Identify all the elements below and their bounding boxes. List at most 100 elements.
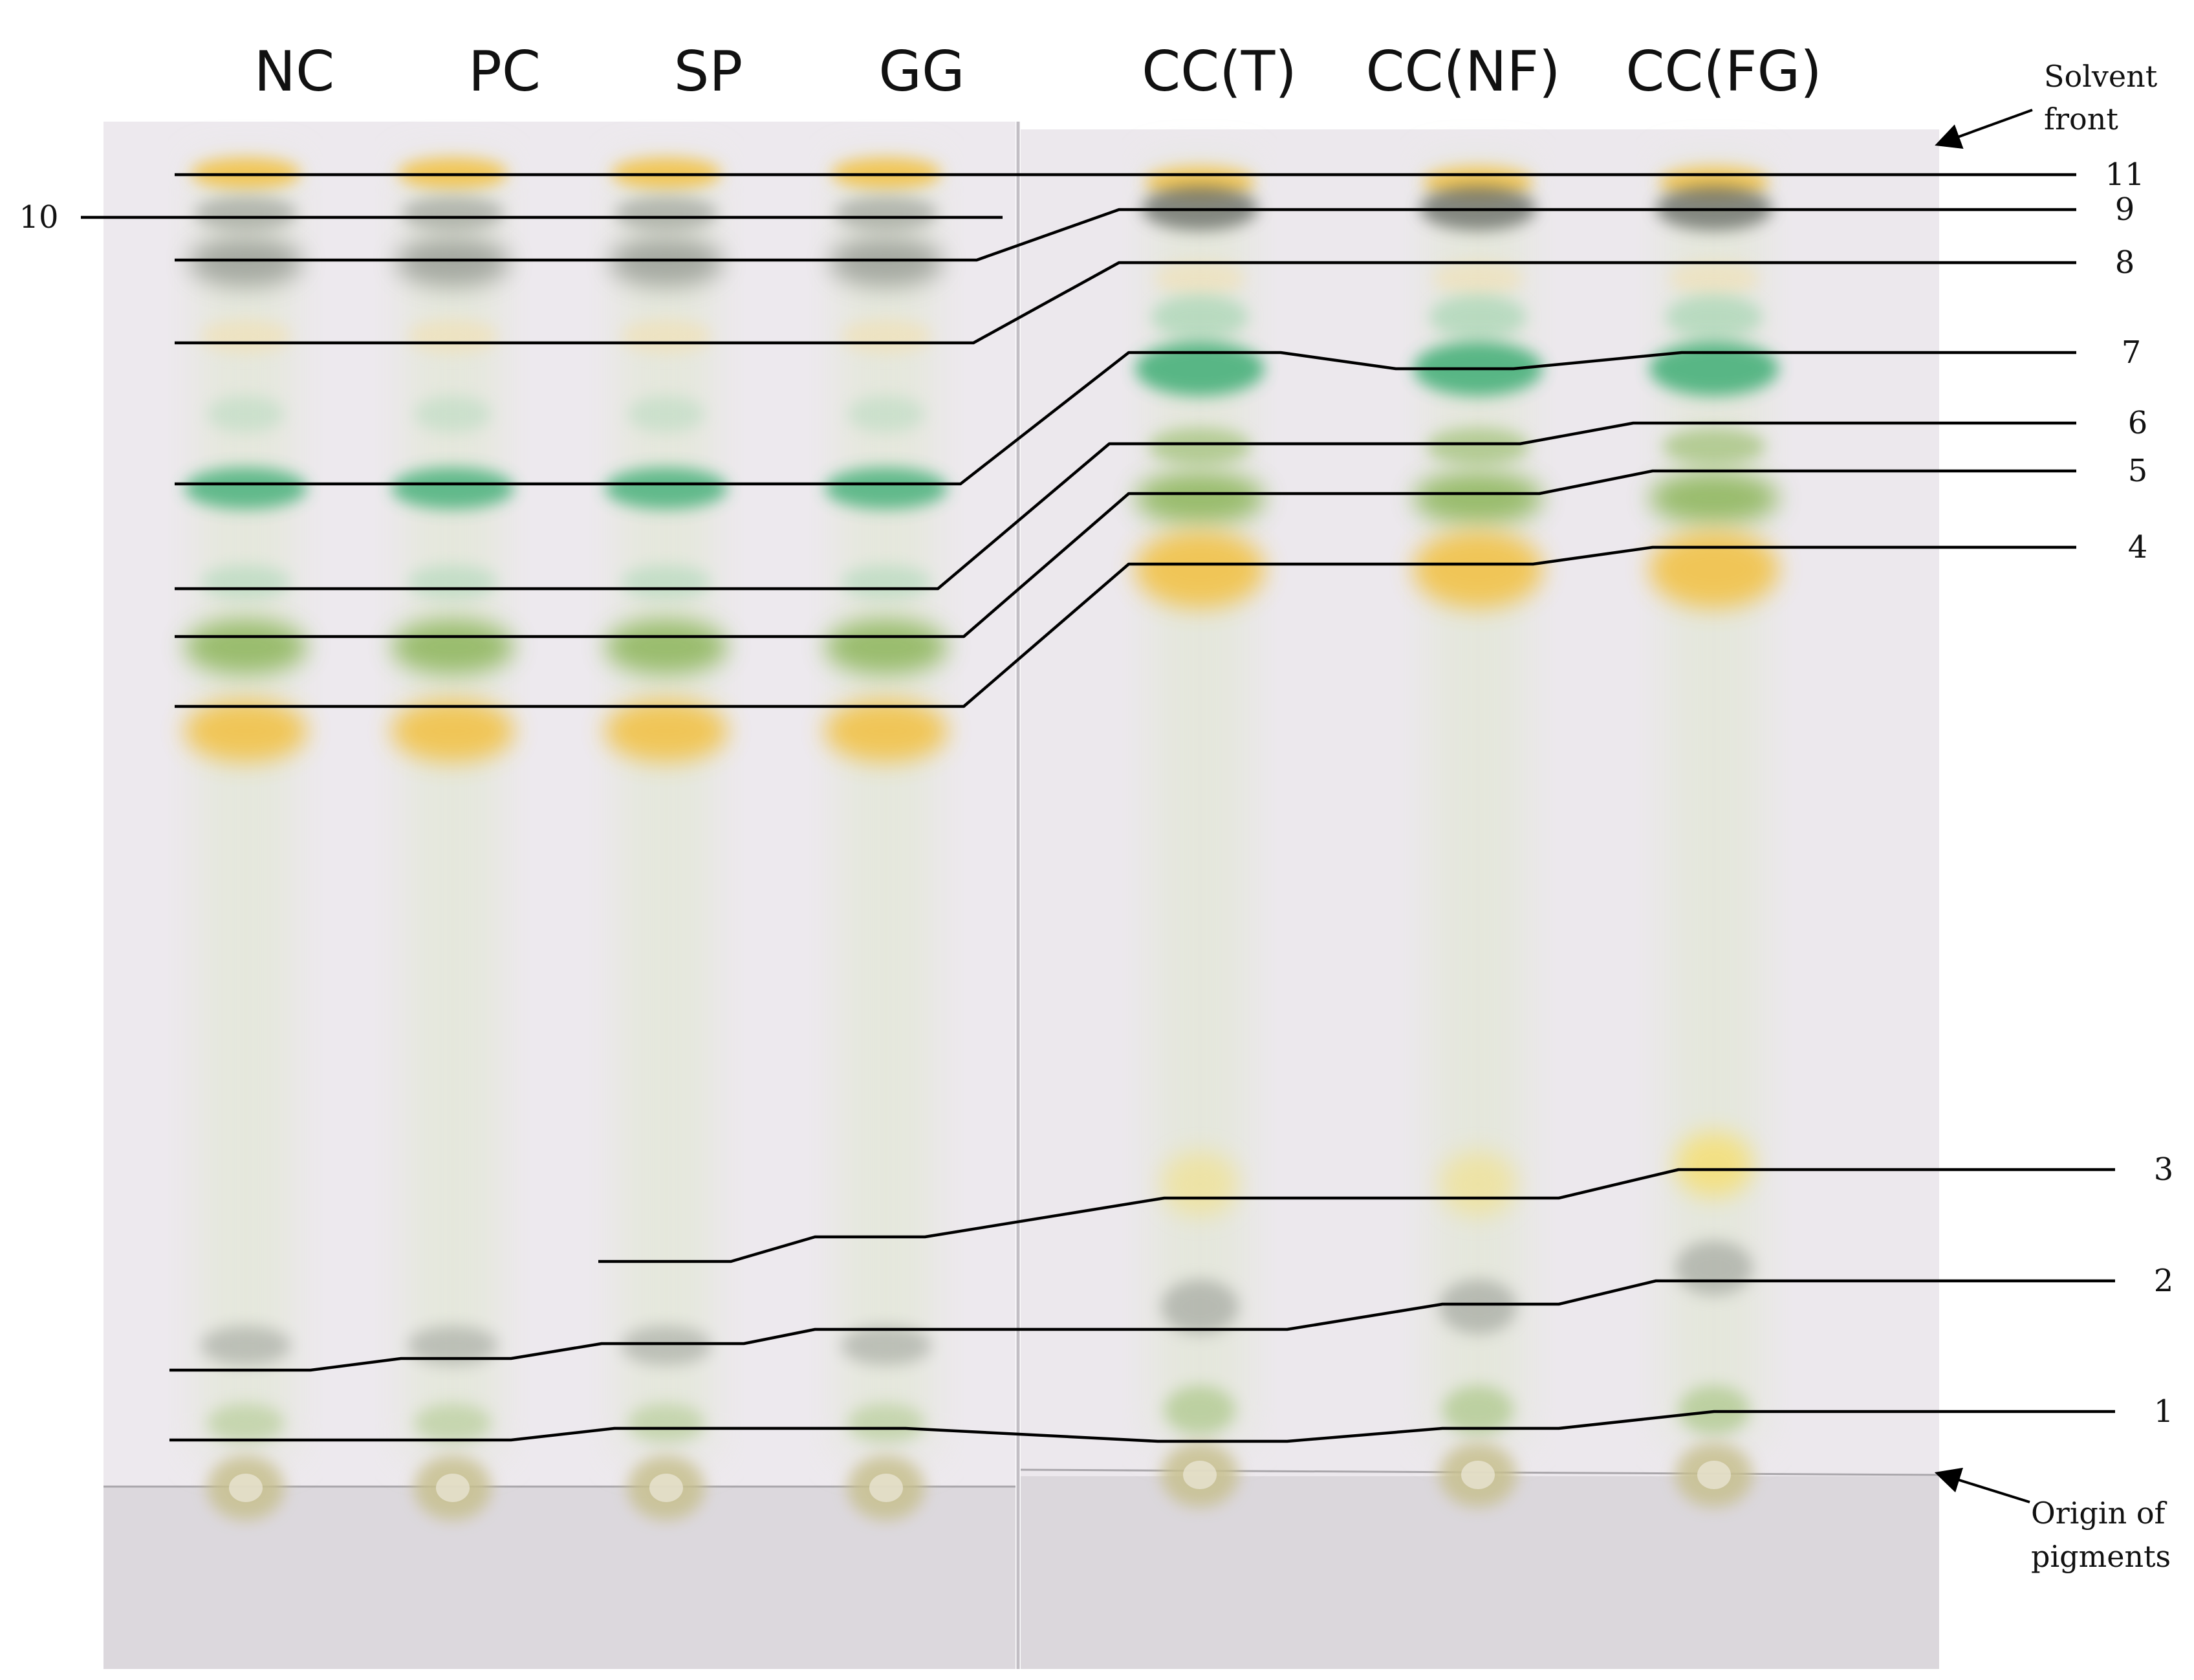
lane-4-band-pale-green [847, 396, 925, 432]
lane-6-origin-spot-center [1461, 1461, 1495, 1489]
band-number-8: 8 [2115, 245, 2135, 281]
lane-3-band-green-light [621, 565, 711, 599]
lane-3-band-grey [609, 237, 723, 287]
lane-labels: NC PC SP GG CC(T) CC(NF) CC(FG) [254, 39, 1822, 104]
lane-6-band-olive [1413, 472, 1543, 524]
guide-line-4 [175, 545, 2076, 708]
lane-7-band-pale-yellow [1669, 261, 1759, 295]
lane-3-band-olive [605, 620, 728, 674]
lane-2-band-grey [396, 237, 510, 287]
lane-2-band-pale-green [414, 396, 492, 432]
band-number-10: 10 [19, 199, 58, 235]
lane-2-band-green-light [407, 565, 498, 599]
lane-label-sp: SP [674, 39, 743, 104]
lane-label-gg: GG [878, 39, 964, 104]
lane-2-origin-spot-center [436, 1474, 470, 1502]
lane-label-cc-nf: CC(NF) [1366, 39, 1561, 104]
lane-1-streak [197, 162, 294, 1456]
lane-1-band-green-light [201, 565, 291, 599]
lane-1-band-green-dark [184, 468, 307, 509]
lane-label-pc: PC [468, 39, 541, 104]
lane-4-band-green-dark [825, 468, 948, 509]
band-number-11: 11 [2105, 157, 2144, 193]
guide-line-7 [175, 351, 2076, 486]
lane-5-band-green-dark [1135, 342, 1265, 396]
lane-4-band-lower-olive [847, 1404, 925, 1443]
origin-annotation: Origin of pigments [1934, 1467, 2171, 1574]
lane-4-band-grey [829, 237, 943, 287]
lane-7-band-green-dark [1649, 342, 1779, 396]
lane-label-cc-t: CC(T) [1142, 39, 1297, 104]
guide-line-3 [598, 1168, 2115, 1263]
band-number-6: 6 [2128, 405, 2148, 441]
lane-3-origin-spot-center [649, 1474, 683, 1502]
lane-1-band-grey-lower [201, 1326, 291, 1365]
lane-7-band-yellow [1649, 530, 1779, 608]
lane-3-band-grey-upper [614, 197, 718, 230]
guide-line-5 [175, 469, 2076, 638]
lane-5-band-olive [1135, 472, 1265, 524]
band-number-9: 9 [2115, 191, 2135, 228]
guide-line-1 [169, 1410, 2115, 1443]
lane-1-band-olive [184, 620, 307, 674]
pigment-lanes [184, 158, 1779, 1520]
origin-text-line2: pigments [2031, 1539, 2171, 1574]
solvent-front-arrow [1935, 109, 2033, 149]
lane-7-band-lower-yellow [1675, 1132, 1753, 1197]
lane-2-band-yellow [391, 700, 514, 762]
lane-5-band-lower-yellow [1161, 1151, 1239, 1216]
lane-3-band-pale-yellow [621, 320, 711, 353]
lane-1-band-pale-yellow [201, 320, 291, 353]
band-number-4: 4 [2128, 529, 2148, 565]
lane-5-band-grey-lower [1161, 1280, 1239, 1334]
lane-4-streak [838, 162, 935, 1456]
lane-2-band-lower-olive [414, 1404, 492, 1443]
lane-4-band-grey-lower [841, 1326, 931, 1365]
lane-label-cc-fg: CC(FG) [1625, 39, 1821, 104]
lane-6-band-yellow [1413, 530, 1543, 608]
lane-7-origin-spot-center [1697, 1461, 1731, 1489]
lane-3-band-yellow [605, 700, 728, 762]
lane-label-nc: NC [254, 39, 334, 104]
lane-5-band-pale-yellow [1155, 261, 1245, 295]
lane-4-band-pale-yellow [841, 320, 931, 353]
guide-line-8 [175, 261, 2076, 345]
lane-7-band-olive-light [1662, 428, 1766, 464]
band-number-1: 1 [2154, 1393, 2174, 1430]
origin-arrow [1934, 1467, 2030, 1503]
lane-2-band-grey-lower [407, 1326, 498, 1365]
band-number-7: 7 [2122, 334, 2142, 371]
lane-2-band-grey-upper [401, 197, 505, 230]
lane-5-band-lower-olive [1164, 1386, 1235, 1435]
lane-3-band-green-dark [605, 468, 728, 509]
lane-6-band-green-light [1429, 295, 1526, 339]
plate-right-base [1021, 1476, 1939, 1669]
lane-2-band-green-dark [391, 468, 514, 509]
lane-1-band-yellow [184, 700, 307, 762]
origin-text-line1: Origin of [2031, 1496, 2167, 1531]
lane-3-band-grey-lower [621, 1326, 711, 1365]
lane-6-band-pale-yellow [1433, 261, 1523, 295]
lane-3-band-pale-green [627, 396, 705, 432]
lane-2-streak [404, 162, 501, 1456]
lane-3-band-lower-olive [627, 1404, 705, 1443]
lane-3-streak [618, 162, 715, 1456]
lane-7-band-grey-lower [1675, 1241, 1753, 1295]
lane-4-band-yellow [825, 700, 948, 762]
lane-2-band-pale-yellow [407, 320, 498, 353]
band-guide-lines [81, 173, 2115, 1443]
lane-4-band-grey-upper [834, 197, 938, 230]
lane-7-band-olive [1649, 472, 1779, 524]
guide-line-6 [175, 421, 2076, 591]
lane-5-origin-spot-center [1183, 1461, 1217, 1489]
solvent-front-annotation: Solvent front [1935, 59, 2158, 149]
lane-4-band-green-light [841, 565, 931, 599]
lane-1-band-pale-green [207, 396, 285, 432]
lane-7-band-green-light [1666, 295, 1763, 339]
lane-2-band-olive [391, 620, 514, 674]
band-number-3: 3 [2154, 1151, 2174, 1188]
lane-1-band-lower-olive [207, 1404, 285, 1443]
lane-4-band-olive [825, 620, 948, 674]
guide-line-9 [175, 208, 2076, 262]
